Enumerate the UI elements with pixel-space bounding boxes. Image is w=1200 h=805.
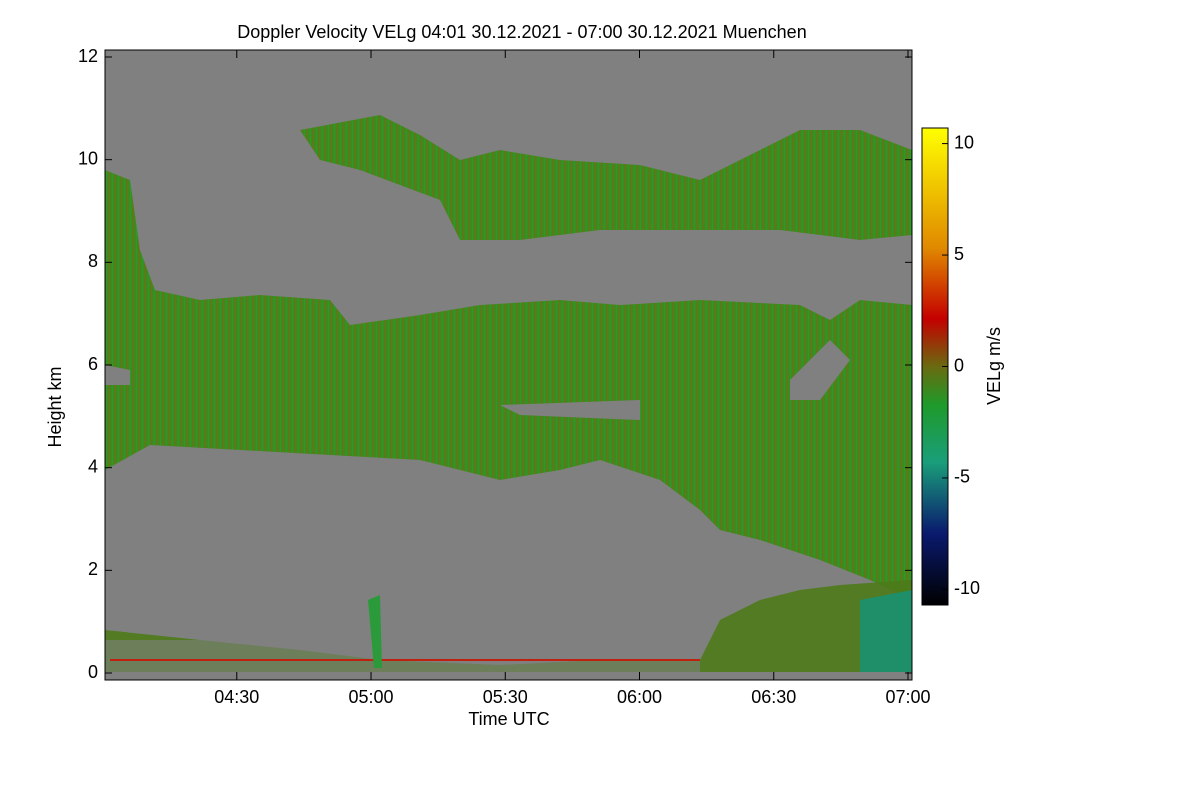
x-tick-label: 06:30: [751, 687, 796, 707]
colorbar-tick-label: 0: [954, 355, 964, 375]
y-tick-label: 10: [78, 148, 98, 168]
y-axis-label: Height km: [45, 366, 65, 447]
field: [105, 50, 912, 680]
x-tick-label: 05:00: [348, 687, 393, 707]
x-tick-label: 06:00: [617, 687, 662, 707]
colorbar-label: VELg m/s: [984, 327, 1004, 405]
x-tick-label: 04:30: [214, 687, 259, 707]
colorbar-tick-label: -10: [954, 578, 980, 598]
y-tick-label: 2: [88, 559, 98, 579]
x-tick-label: 05:30: [483, 687, 528, 707]
y-tick-label: 8: [88, 251, 98, 271]
x-axis-label: Time UTC: [468, 709, 549, 729]
chart-title: Doppler Velocity VELg 04:01 30.12.2021 -…: [237, 22, 806, 42]
y-tick-label: 4: [88, 456, 98, 476]
y-tick-label: 12: [78, 46, 98, 66]
colorbar-tick-label: 10: [954, 132, 974, 152]
y-tick-label: 6: [88, 354, 98, 374]
colorbar-tick-label: 5: [954, 244, 964, 264]
colorbar-tick-label: -5: [954, 467, 970, 487]
y-tick-label: 0: [88, 662, 98, 682]
x-tick-label: 07:00: [885, 687, 930, 707]
